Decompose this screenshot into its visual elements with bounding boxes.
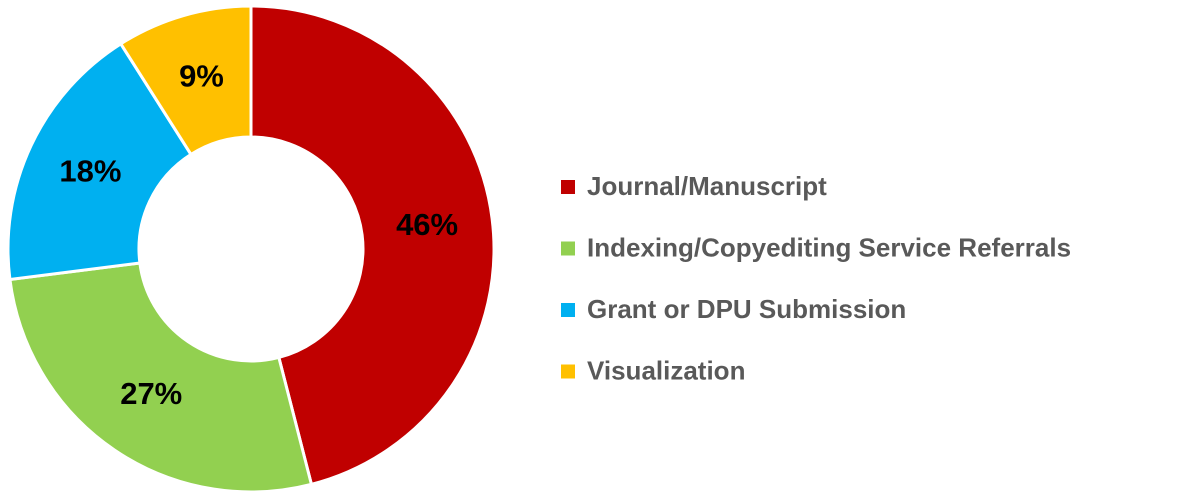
legend-label: Visualization [587,355,745,385]
legend-swatch [561,241,575,256]
legend-label: Indexing/Copyediting Service Referrals [587,232,1071,262]
donut-slice [249,4,496,487]
value-label: 18% [59,154,121,189]
donut-slice [118,4,253,157]
legend-swatch [561,303,575,317]
value-label: 9% [179,59,224,94]
legend-swatch [561,364,575,379]
donut-slice [8,261,314,494]
value-label: 27% [120,376,182,411]
legend-label: Grant or DPU Submission [587,294,906,324]
donut-slice [6,41,194,282]
legend-label: Journal/Manuscript [587,171,827,201]
value-label: 46% [396,207,458,242]
legend-swatch [561,180,575,194]
